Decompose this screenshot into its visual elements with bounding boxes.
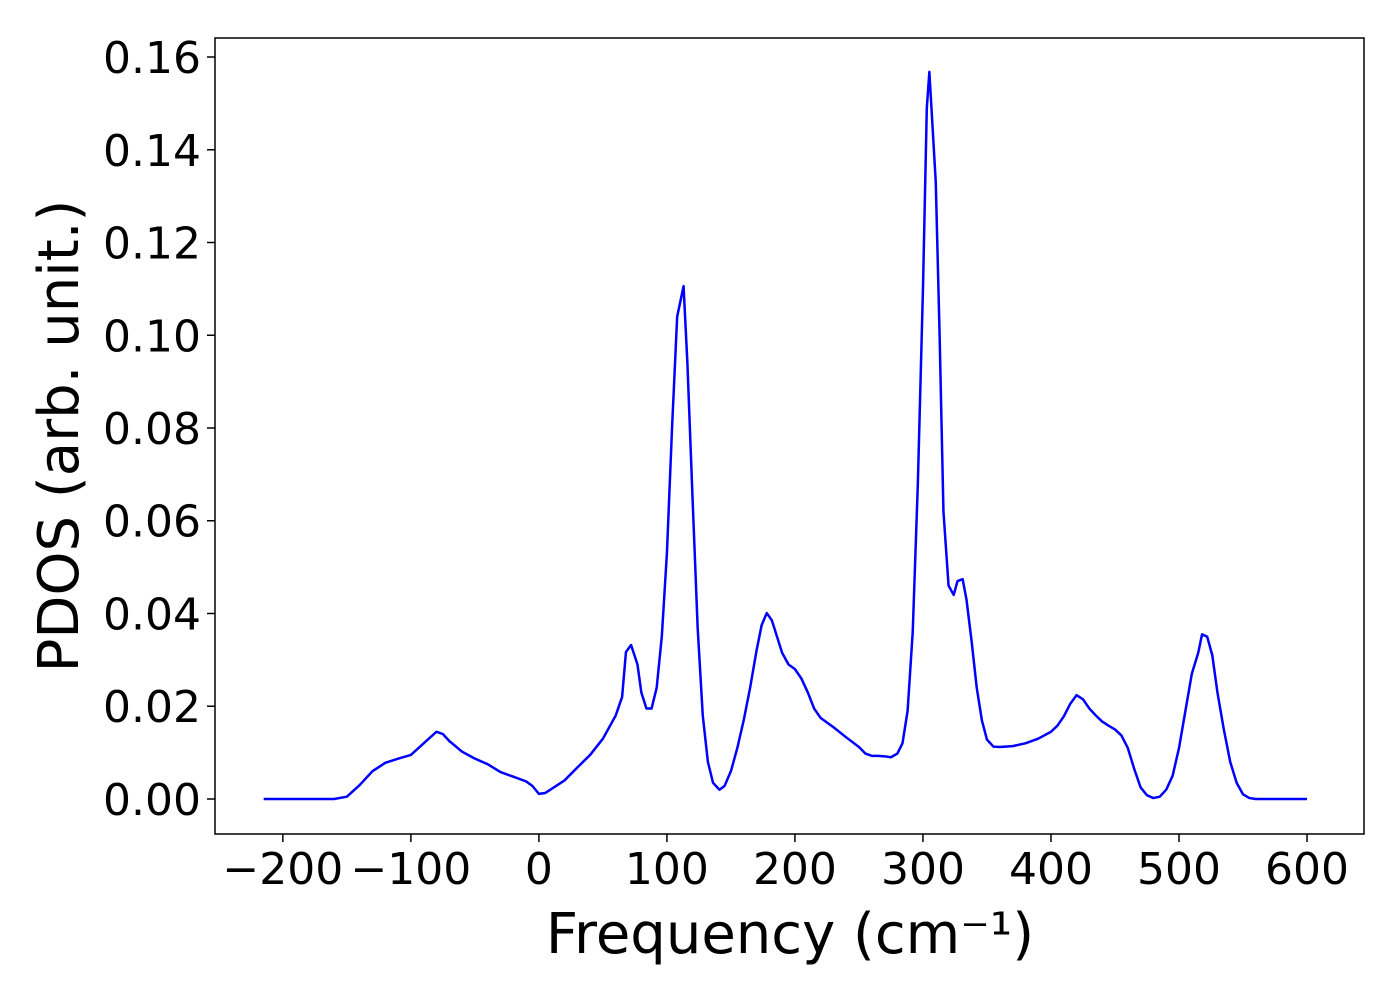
y-tick-label: 0.04 [103,589,201,640]
x-tick-label: 100 [625,844,709,895]
x-tick-label: −200 [222,844,343,895]
x-tick-label: −100 [350,844,471,895]
x-tick-label: 300 [881,844,965,895]
x-tick-label: 200 [753,844,837,895]
line [263,70,1308,801]
x-tick-label: 400 [1009,844,1093,895]
y-tick-label: 0.02 [103,682,201,733]
y-tick-label: 0.16 [103,33,201,84]
y-tick-label: 0.08 [103,404,201,455]
y-tick-label: 0.10 [103,311,201,362]
y-tick-label: 0.00 [103,775,201,826]
x-tick-label: 600 [1265,844,1349,895]
x-tick-label: 0 [525,844,553,895]
y-tick-label: 0.12 [103,219,201,270]
y-axis-label: PDOS (arb. unit.) [27,200,92,673]
x-tick-label: 500 [1137,844,1221,895]
x-axis-label: Frequency (cm⁻¹) [546,902,1034,967]
y-tick-label: 0.06 [103,497,201,548]
y-tick-label: 0.14 [103,126,201,177]
plot-frame [214,37,1365,835]
